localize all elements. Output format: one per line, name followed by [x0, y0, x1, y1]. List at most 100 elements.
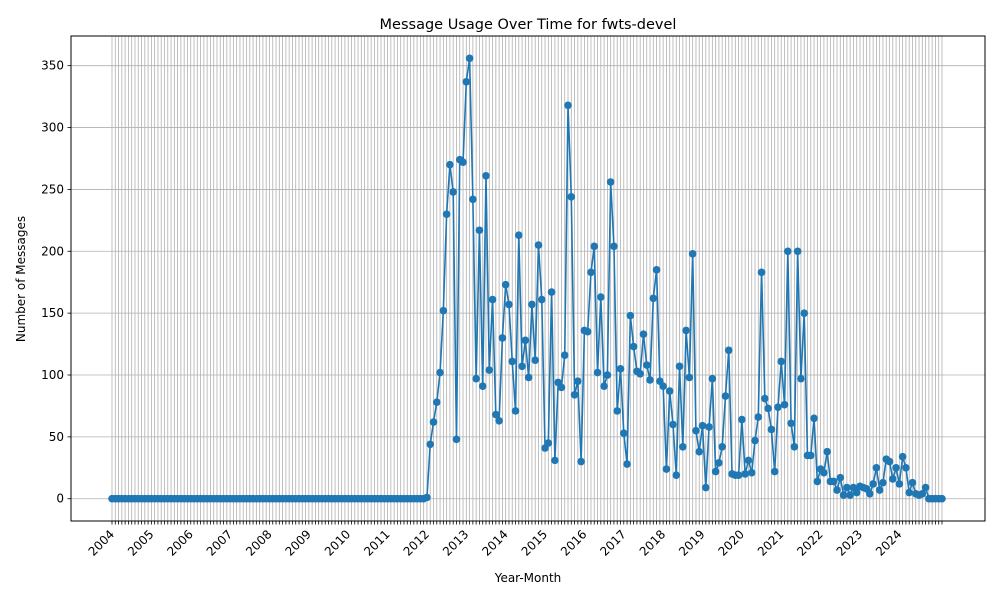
- data-point: [718, 442, 726, 451]
- data-point: [511, 407, 520, 415]
- y-tick-label: 50: [49, 430, 64, 444]
- data-point: [806, 451, 815, 460]
- data-point: [652, 266, 661, 274]
- data-point: [797, 374, 805, 383]
- data-point: [606, 178, 615, 186]
- data-point: [895, 480, 904, 488]
- data-point: [508, 357, 517, 366]
- data-point: [829, 477, 838, 486]
- y-tick-label: 200: [41, 244, 64, 258]
- data-point: [885, 457, 894, 466]
- data-point: [888, 475, 897, 483]
- data-point: [784, 247, 792, 256]
- data-point: [593, 368, 602, 377]
- data-point: [879, 478, 887, 487]
- data-point: [790, 442, 799, 451]
- data-point: [695, 447, 704, 456]
- y-axis: 0 50 100 150 200 250 300 350: [41, 59, 71, 506]
- data-point: [662, 465, 671, 473]
- data-point: [741, 470, 749, 478]
- data-point: [505, 300, 513, 309]
- y-tick-label: 150: [41, 306, 64, 320]
- data-point: [524, 373, 533, 382]
- chart-title: Message Usage Over Time for fwts-devel: [380, 17, 677, 33]
- data-point: [465, 54, 474, 63]
- data-point: [688, 249, 697, 258]
- data-point: [908, 478, 917, 487]
- data-point: [583, 327, 592, 336]
- data-point: [665, 387, 674, 395]
- data-point: [577, 457, 585, 466]
- data-point: [757, 268, 766, 277]
- data-point: [747, 468, 756, 477]
- data-point: [721, 392, 730, 400]
- data-point: [751, 436, 759, 445]
- data-point: [449, 188, 457, 196]
- data-point: [711, 467, 720, 476]
- data-point: [472, 374, 480, 383]
- data-point: [501, 280, 510, 289]
- data-point: [531, 356, 540, 364]
- data-point: [685, 373, 694, 382]
- data-point: [918, 489, 927, 498]
- data-point: [698, 421, 707, 430]
- data-point: [642, 361, 651, 369]
- data-point: [898, 452, 907, 461]
- data-point: [570, 391, 579, 399]
- data-point: [866, 489, 874, 498]
- data-point: [459, 158, 467, 166]
- data-point: [708, 374, 717, 383]
- data-point: [475, 226, 484, 235]
- data-point: [488, 295, 497, 304]
- data-point: [603, 371, 612, 379]
- y-tick-label: 100: [41, 368, 64, 382]
- data-point: [777, 357, 786, 366]
- data-point: [682, 326, 690, 335]
- data-point: [537, 295, 546, 304]
- data-point: [557, 383, 566, 392]
- y-tick-label: 300: [41, 121, 64, 135]
- data-point: [597, 293, 605, 301]
- data-point: [551, 456, 559, 465]
- data-point: [793, 247, 802, 256]
- data-point: [813, 477, 822, 486]
- data-point: [892, 463, 900, 472]
- data-point: [820, 468, 828, 477]
- data-point: [787, 419, 795, 428]
- data-point: [869, 480, 877, 488]
- data-point: [646, 376, 654, 384]
- data-point: [839, 491, 848, 499]
- data-point: [669, 420, 677, 429]
- data-point: [836, 473, 845, 482]
- data-point: [528, 300, 536, 309]
- y-tick-label: 0: [56, 492, 64, 506]
- x-axis-title: Year-Month: [494, 571, 562, 585]
- data-point: [823, 447, 831, 456]
- data-point: [436, 368, 444, 377]
- data-point: [587, 268, 595, 277]
- data-point: [921, 483, 930, 492]
- data-point: [659, 382, 667, 390]
- data-point: [567, 193, 576, 201]
- data-point: [423, 493, 431, 502]
- data-point: [462, 77, 471, 86]
- data-point: [623, 460, 631, 468]
- data-point: [754, 413, 763, 421]
- data-point: [675, 362, 684, 371]
- data-point: [761, 394, 769, 403]
- data-point: [774, 403, 782, 411]
- data-point: [764, 404, 772, 413]
- data-point: [560, 351, 569, 360]
- data-point: [534, 241, 543, 249]
- data-point: [875, 486, 884, 494]
- data-point: [498, 334, 507, 342]
- data-point: [429, 418, 438, 426]
- data-point: [629, 342, 638, 351]
- data-point: [846, 491, 854, 499]
- data-point: [636, 369, 644, 378]
- data-point: [439, 306, 448, 315]
- data-point: [852, 488, 861, 497]
- data-point: [600, 382, 608, 390]
- data-point: [938, 494, 946, 503]
- data-point: [426, 440, 435, 449]
